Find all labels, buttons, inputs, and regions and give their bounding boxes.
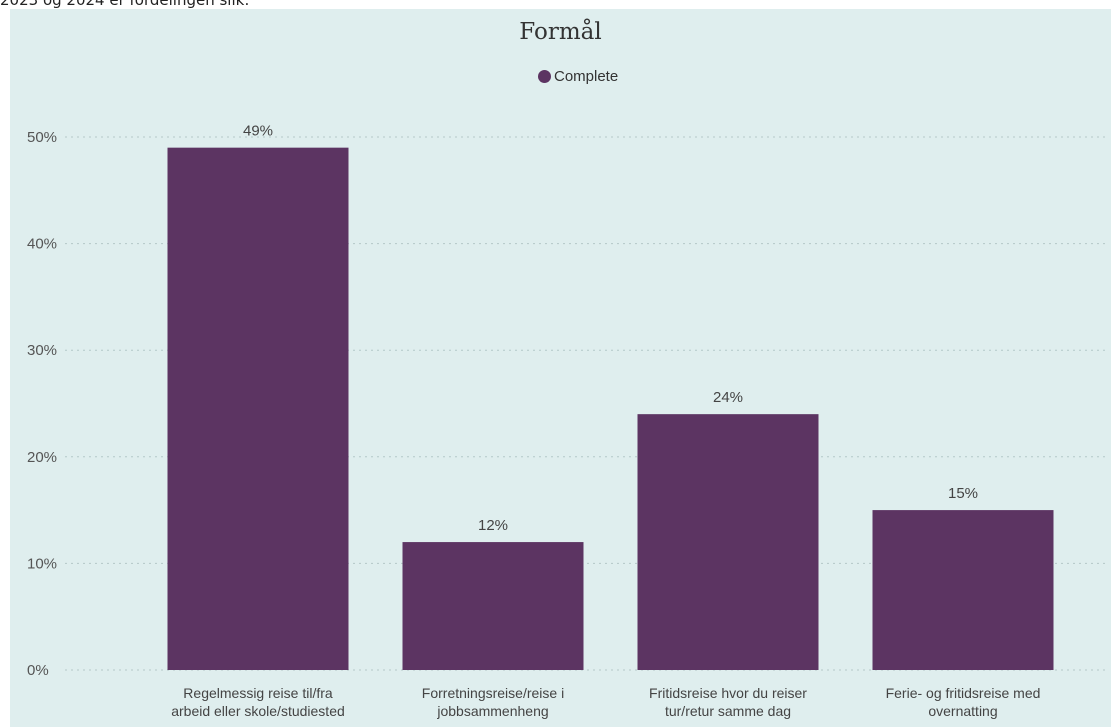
data-label: 49% [243, 123, 273, 140]
chart-panel: Formål Complete 0% 10% 20% 30% 40% 50% 49% Rege… [10, 9, 1111, 727]
y-tick-label: 50% [27, 129, 57, 146]
y-tick-label: 10% [27, 555, 57, 572]
x-tick-label: overnatting [928, 703, 997, 719]
bar-chart: 0% 10% 20% 30% 40% 50% 49% Regelmessig reise ti… [27, 123, 1105, 719]
y-tick-label: 20% [27, 449, 57, 466]
bar[interactable] [637, 414, 819, 670]
data-label: 12% [478, 517, 508, 534]
x-tick-label: jobbsammenheng [436, 703, 548, 719]
bar[interactable] [167, 147, 349, 670]
y-tick-label: 0% [27, 662, 49, 679]
bar[interactable] [402, 542, 584, 670]
chart-legend[interactable]: Complete [538, 68, 618, 85]
x-tick-label: arbeid eller skole/studiested [171, 703, 345, 719]
y-tick-label: 40% [27, 236, 57, 253]
bar[interactable] [872, 510, 1054, 670]
chart-title: Formål [519, 19, 602, 45]
y-tick-label: 30% [27, 342, 57, 359]
x-tick-label: Regelmessig reise til/fra [183, 685, 333, 701]
x-tick-label: Fritidsreise hvor du reiser [649, 685, 807, 701]
x-tick-label: tur/retur samme dag [665, 703, 791, 719]
data-label: 15% [948, 485, 978, 502]
legend-marker [538, 70, 551, 83]
x-tick-label: Ferie- og fritidsreise med [886, 685, 1041, 701]
intro-text: 2023 og 2024 er fordelingen slik: [0, 0, 250, 9]
x-tick-label: Forretningsreise/reise i [422, 685, 564, 701]
data-label: 24% [713, 389, 743, 406]
legend-label: Complete [554, 68, 619, 85]
